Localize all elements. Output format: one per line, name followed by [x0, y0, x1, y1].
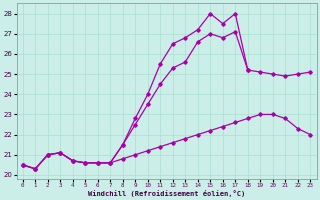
X-axis label: Windchill (Refroidissement éolien,°C): Windchill (Refroidissement éolien,°C) — [88, 190, 245, 197]
